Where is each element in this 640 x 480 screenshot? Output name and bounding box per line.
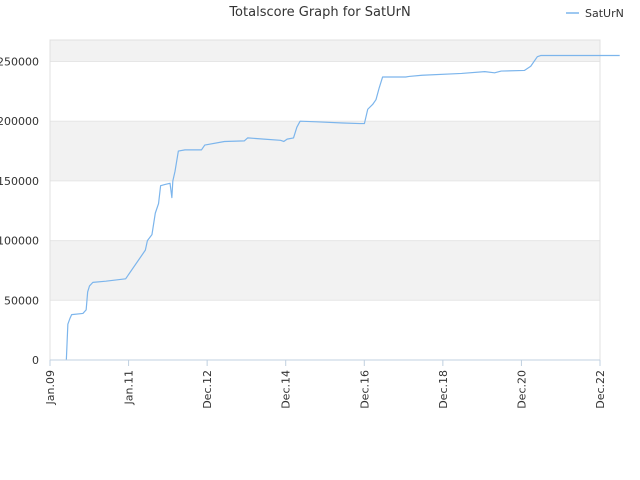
x-tick-label: Dec.16 [358, 370, 371, 409]
legend[interactable]: SatUrN [566, 7, 624, 20]
series-layer [65, 54, 620, 361]
legend-series-label[interactable]: SatUrN [585, 7, 624, 20]
x-tick-label: Jan.09 [44, 370, 57, 405]
x-tick-label: Dec.22 [594, 370, 607, 409]
chart-title: Totalscore Graph for SatUrN [228, 5, 410, 20]
plot-frame [49, 39, 601, 361]
x-tick-label: Dec.14 [280, 370, 293, 409]
x-axis: Jan.09 Jan.11 Dec.12 Dec.14 Dec.16 Dec.18 Dec.… [44, 359, 607, 409]
x-tick-label: Jan.11 [123, 370, 136, 405]
y-tick-label: 0 [32, 354, 39, 367]
x-tick-label: Dec.12 [201, 370, 214, 409]
y-tick-label: 50000 [4, 294, 39, 307]
plot-band [50, 240, 600, 301]
plot-band [50, 40, 600, 62]
y-axis: 0 50000 100000 150000 200000 250000 [0, 55, 39, 367]
y-tick-label: 150000 [0, 175, 39, 188]
plot-bands [50, 40, 600, 301]
y-tick-label: 200000 [0, 115, 39, 128]
x-tick-label: Dec.18 [437, 370, 450, 409]
grid-lines [50, 60, 600, 361]
y-tick-label: 250000 [0, 55, 39, 68]
plot-band [50, 121, 600, 181]
y-tick-label: 100000 [0, 235, 39, 248]
x-tick-label: Dec.20 [515, 370, 528, 409]
series-line-saturn [65, 54, 620, 361]
